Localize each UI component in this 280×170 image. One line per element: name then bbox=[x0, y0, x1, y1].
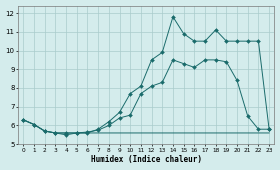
X-axis label: Humidex (Indice chaleur): Humidex (Indice chaleur) bbox=[91, 155, 202, 164]
